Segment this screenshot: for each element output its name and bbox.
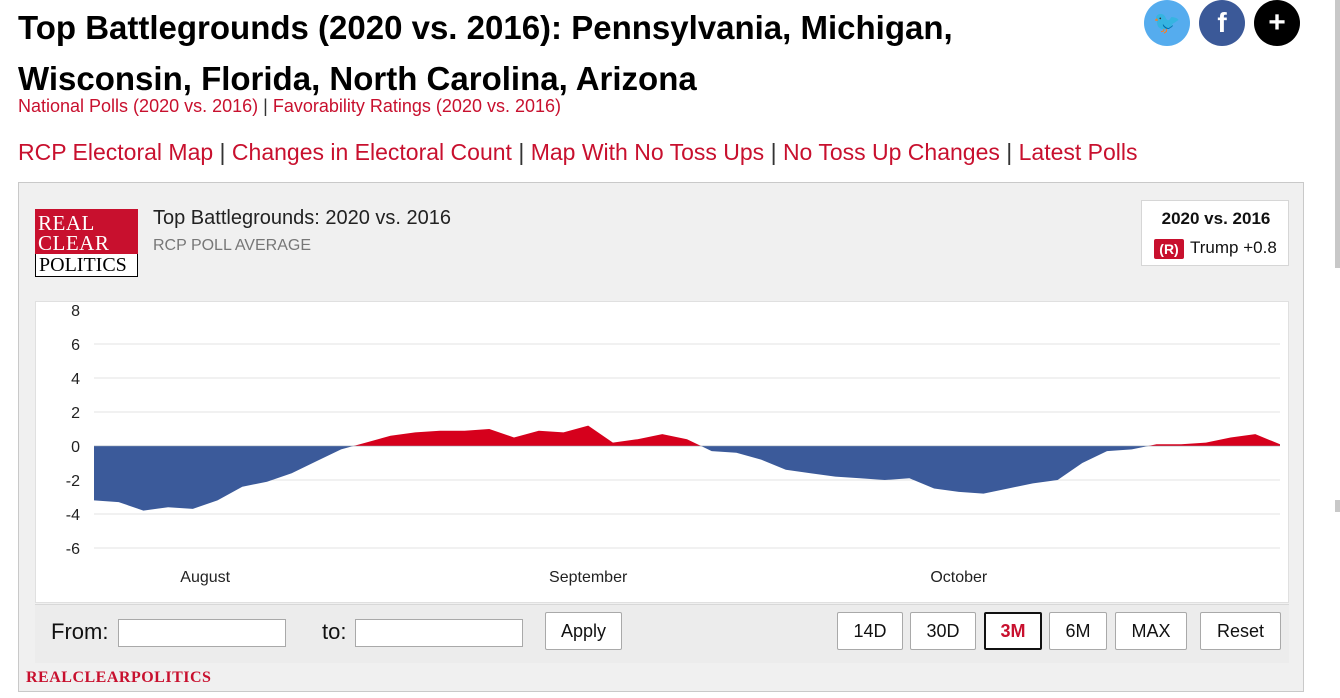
- y-tick-label: -4: [66, 507, 80, 524]
- chart-subtitle: RCP POLL AVERAGE: [153, 237, 311, 254]
- separator: |: [219, 139, 226, 165]
- chart-svg: 8 6 4 2 0 -2 -4 -6 August September October: [66, 303, 1280, 586]
- chart-controls: From: to: Apply 14D 30D 3M 6M MAX Reset: [35, 604, 1289, 663]
- y-tick-label: -6: [66, 541, 80, 558]
- chart-widget: REAL CLEAR POLITICS Top Battlegrounds: 2…: [18, 182, 1304, 692]
- facebook-icon[interactable]: f: [1199, 0, 1245, 46]
- party-badge: (R): [1154, 239, 1184, 259]
- legend-title: 2020 vs. 2016: [1161, 209, 1271, 228]
- apply-button[interactable]: Apply: [545, 612, 622, 650]
- footer-logo: REALCLEARPOLITICS: [26, 669, 212, 686]
- logo-line-1: REAL: [38, 211, 95, 235]
- twitter-icon[interactable]: 🐦: [1144, 0, 1190, 46]
- page-scrollbar-thumb[interactable]: [1335, 500, 1340, 512]
- no-toss-up-changes-link[interactable]: No Toss Up Changes: [782, 139, 1000, 165]
- legend-value: Trump +0.8: [1190, 238, 1277, 257]
- range-max-button[interactable]: MAX: [1115, 612, 1187, 650]
- nav-links: RCP Electoral Map | Changes in Electoral…: [18, 139, 1138, 166]
- positive-area: [1148, 434, 1280, 446]
- to-date-input[interactable]: [355, 619, 523, 647]
- from-label: From:: [51, 619, 109, 644]
- y-tick-label: 4: [71, 371, 80, 388]
- reset-button[interactable]: Reset: [1200, 612, 1281, 650]
- y-tick-label: 8: [71, 303, 80, 320]
- sub-links: National Polls (2020 vs. 2016) | Favorab…: [18, 96, 561, 117]
- negative-area: [94, 446, 354, 511]
- page-scrollbar[interactable]: [1335, 0, 1340, 268]
- y-tick-label: 2: [71, 405, 80, 422]
- no-toss-ups-map-link[interactable]: Map With No Toss Ups: [530, 139, 765, 165]
- x-tick-label: September: [549, 569, 628, 586]
- x-tick-label: August: [180, 569, 230, 586]
- range-14d-button[interactable]: 14D: [837, 612, 903, 650]
- page-title: Top Battlegrounds (2020 vs. 2016): Penns…: [18, 9, 953, 97]
- favorability-link[interactable]: Favorability Ratings (2020 vs. 2016): [272, 96, 561, 116]
- range-30d-button[interactable]: 30D: [910, 612, 976, 650]
- electoral-count-changes-link[interactable]: Changes in Electoral Count: [231, 139, 512, 165]
- to-label: to:: [322, 619, 347, 644]
- electoral-map-link[interactable]: RCP Electoral Map: [18, 139, 214, 165]
- separator: |: [770, 139, 777, 165]
- y-tick-label: -2: [66, 473, 80, 490]
- logo-line-3: POLITICS: [35, 254, 138, 277]
- separator: |: [518, 139, 525, 165]
- positive-area: [353, 425, 702, 446]
- chart-title: Top Battlegrounds: 2020 vs. 2016: [153, 207, 451, 229]
- plot-area: 8 6 4 2 0 -2 -4 -6 August September October: [35, 301, 1289, 603]
- y-tick-label: 6: [71, 337, 80, 354]
- range-3m-button[interactable]: 3M: [984, 612, 1042, 650]
- separator: |: [263, 96, 268, 116]
- chart-legend: 2020 vs. 2016 (R) Trump +0.8: [1141, 200, 1289, 266]
- from-date-input[interactable]: [118, 619, 286, 647]
- y-tick-label: 0: [71, 439, 80, 456]
- x-tick-label: October: [930, 569, 988, 586]
- national-polls-link[interactable]: National Polls (2020 vs. 2016): [18, 96, 259, 116]
- rcp-logo: REAL CLEAR POLITICS: [35, 209, 138, 277]
- logo-line-2: CLEAR: [38, 231, 110, 255]
- range-6m-button[interactable]: 6M: [1049, 612, 1107, 650]
- separator: |: [1006, 139, 1013, 165]
- negative-area: [701, 446, 1149, 494]
- latest-polls-link[interactable]: Latest Polls: [1018, 139, 1138, 165]
- plus-icon[interactable]: +: [1254, 0, 1300, 46]
